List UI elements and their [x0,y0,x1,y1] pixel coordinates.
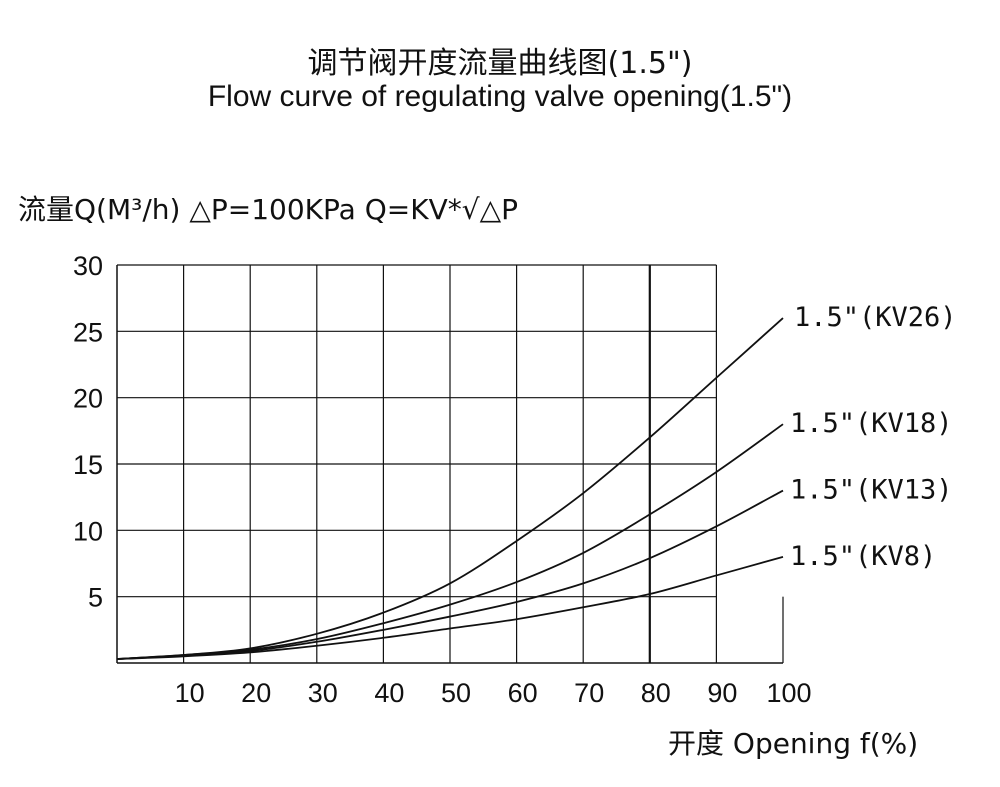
y-tick-label-25: 25 [73,317,103,347]
series-label-15kv18: 1.5"(KV18) [790,408,953,439]
series-line-15kv8 [116,556,784,660]
x-tick-label-80: 80 [641,678,671,708]
x-tick-label-100: 100 [766,678,811,708]
series-label-15kv13: 1.5"(KV13) [790,475,953,506]
y-tick-label-10: 10 [73,516,103,546]
x-tick-label-20: 20 [241,678,271,708]
x-tick-label-70: 70 [574,678,604,708]
x-axis-label: 开度 Opening f(%) [668,727,919,760]
x-tick-label-10: 10 [175,678,205,708]
y-axis-label: 流量Q(M³/h) △P=100KPa Q=KV*√△P [18,193,518,226]
y-tick-label-20: 20 [73,384,103,414]
y-tick-label-15: 15 [73,450,103,480]
series-lines [116,317,784,660]
x-tick-label-30: 30 [308,678,338,708]
chart-title-cn: 调节阀开度流量曲线图(1.5") [307,46,693,81]
series-line-15kv13 [116,489,784,660]
series-labels: 1.5"(KV26) 1.5"(KV18) 1.5"(KV13) 1.5"(KV8) [790,302,957,572]
x-tick-label-60: 60 [508,678,538,708]
y-tick-label-30: 30 [73,251,103,281]
grid-lines [116,264,784,664]
x-tick-label-50: 50 [441,678,471,708]
x-tick-label-90: 90 [707,678,737,708]
x-tick-label-40: 40 [374,678,404,708]
series-label-15kv8: 1.5"(KV8) [790,541,936,572]
series-line-15kv18 [116,423,784,660]
chart-title-en: Flow curve of regulating valve opening(1… [207,80,793,113]
tick-labels: 5 10 15 20 25 30 10 20 30 40 50 60 70 80 90 100 [73,251,812,708]
series-label-15kv26: 1.5"(KV26) [794,302,957,333]
y-tick-label-5: 5 [88,583,103,613]
